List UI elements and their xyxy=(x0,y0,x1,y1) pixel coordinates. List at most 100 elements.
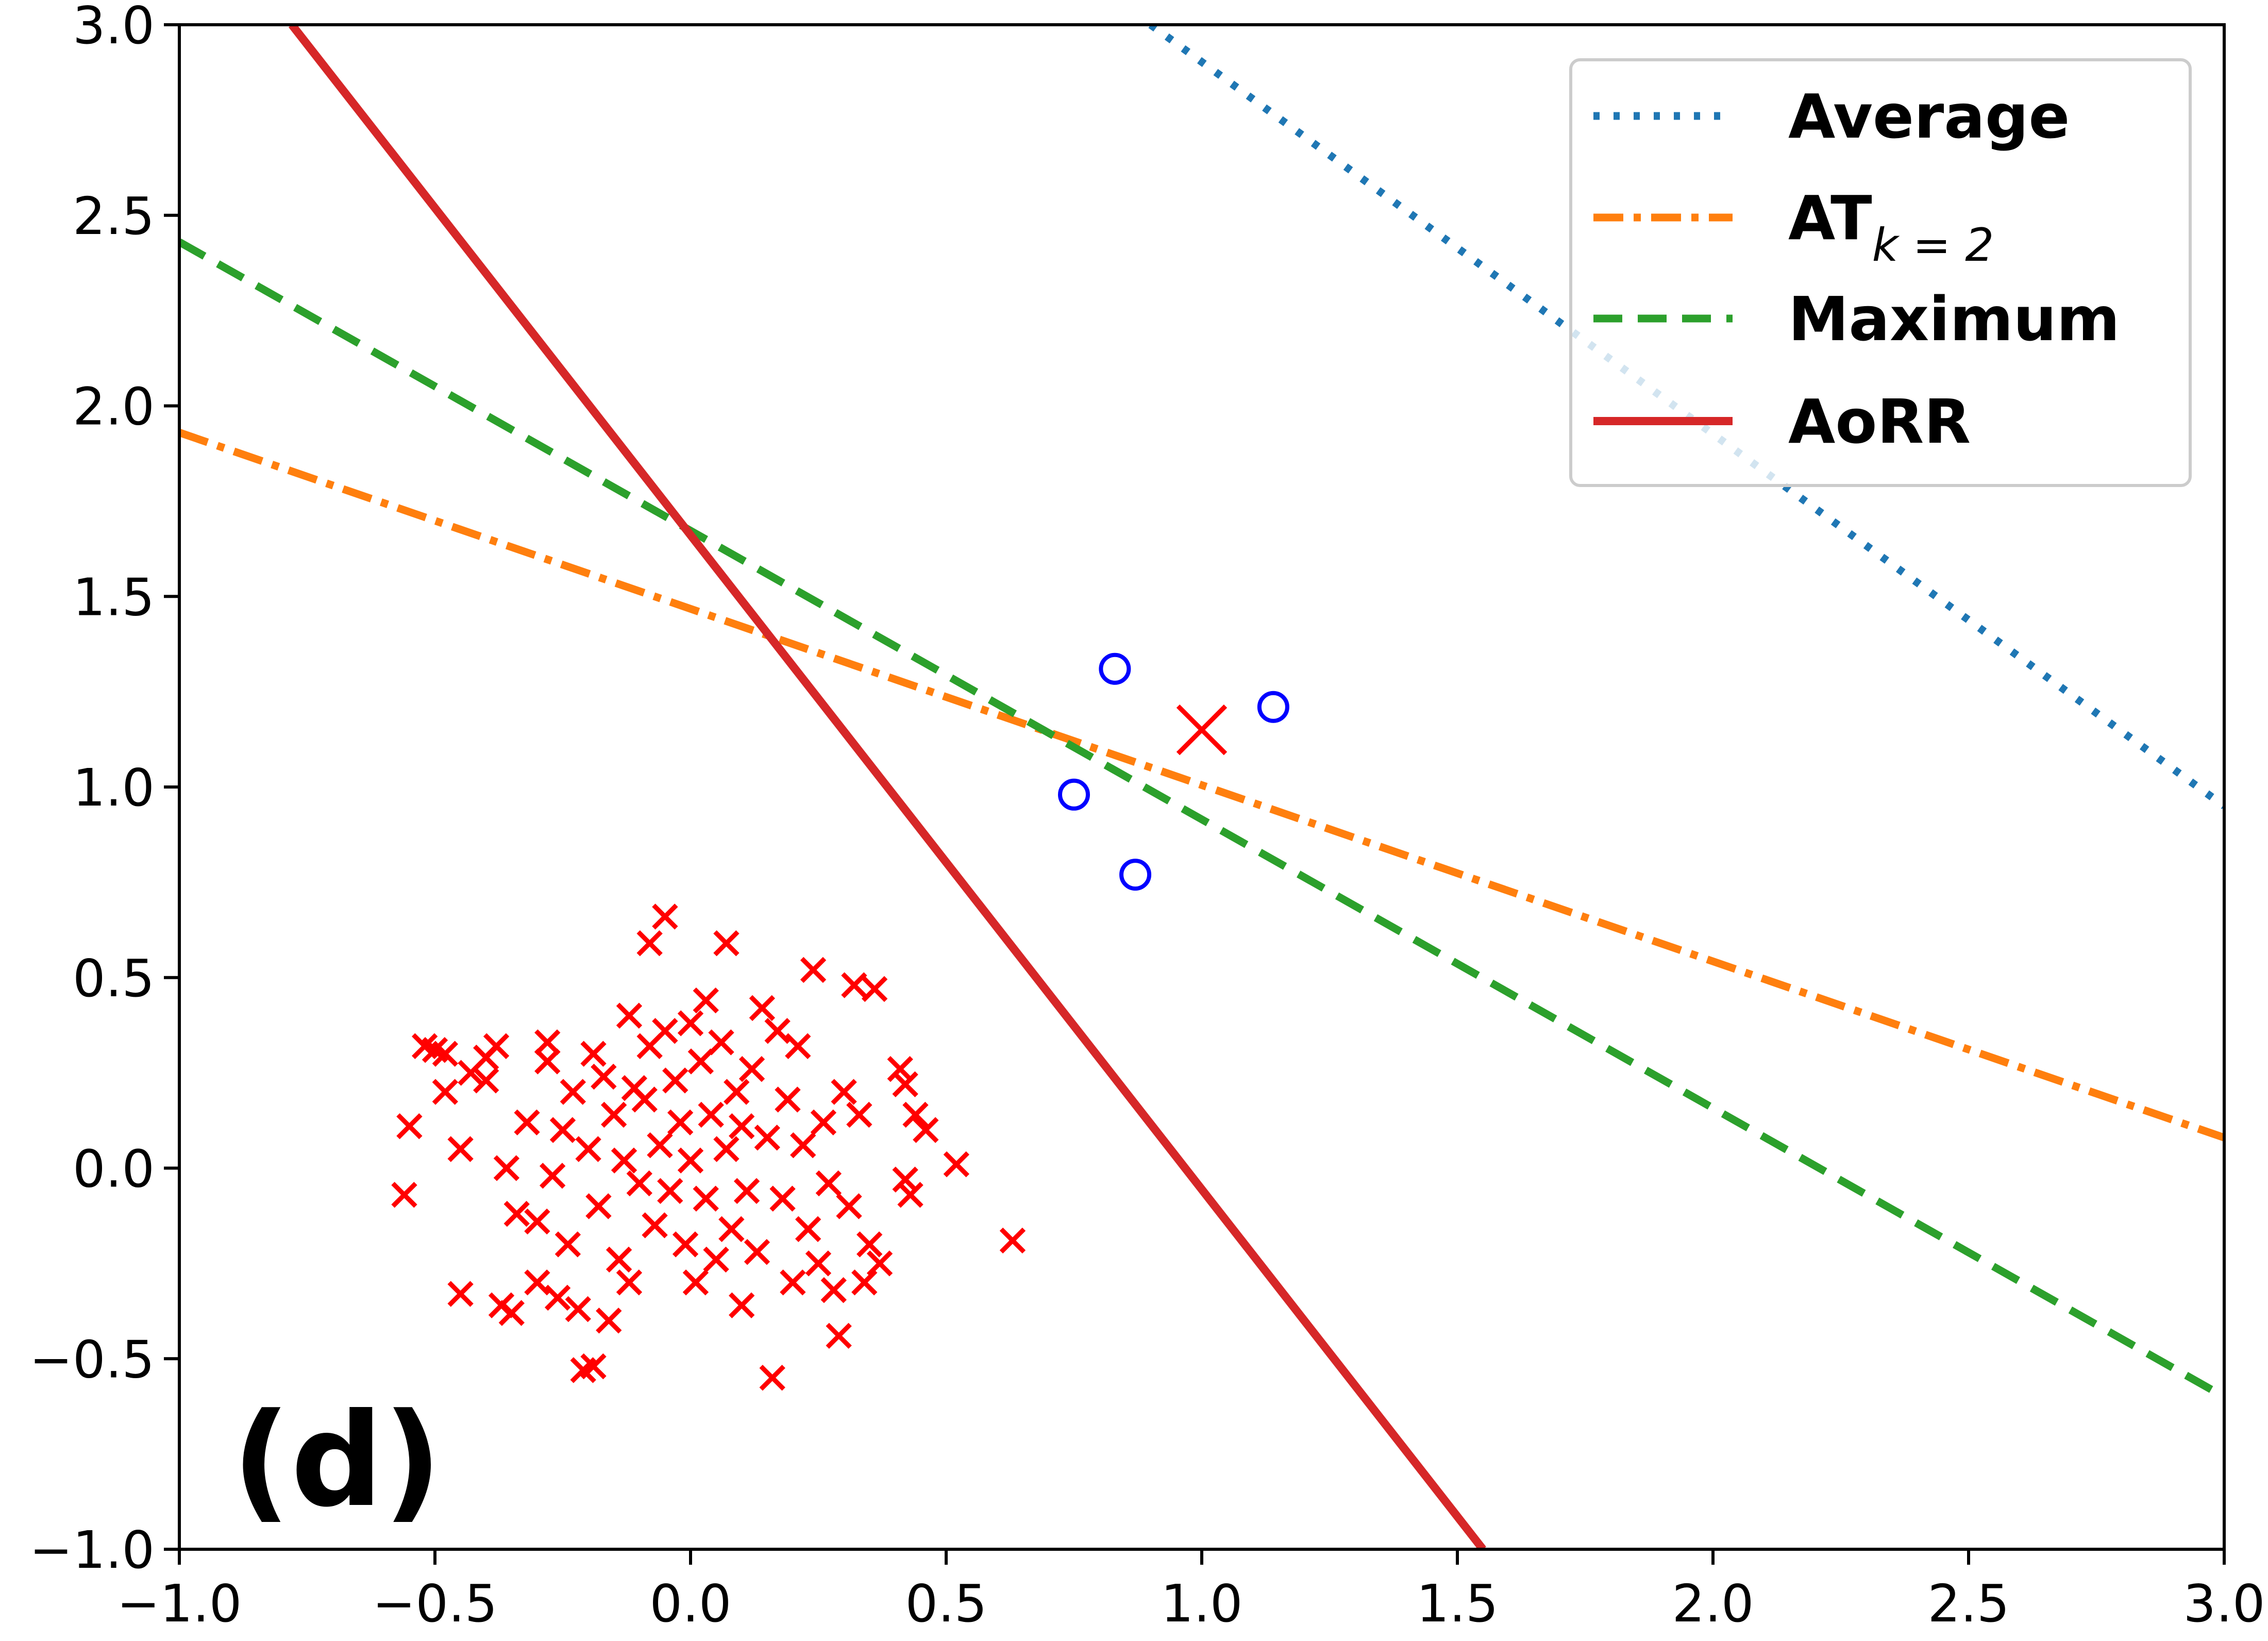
negative-point xyxy=(892,1071,918,1097)
legend-label-main: AT xyxy=(1788,182,1872,254)
x-mark-stroke xyxy=(432,1079,459,1105)
negative-point xyxy=(642,1212,668,1238)
x-mark-stroke xyxy=(652,1018,678,1044)
x-tick-label: 2.5 xyxy=(1927,1573,2009,1634)
x-mark-stroke xyxy=(432,1041,459,1067)
negative-point xyxy=(826,1322,852,1349)
negative-point xyxy=(800,957,827,983)
x-mark-stroke xyxy=(790,1132,816,1159)
negative-point xyxy=(913,1117,939,1143)
series-layer xyxy=(179,25,2224,1549)
y-tick-label: 2.5 xyxy=(73,186,155,246)
negative-point xyxy=(514,1109,540,1135)
x-mark-stroke xyxy=(652,903,678,930)
negative-point xyxy=(611,1147,637,1174)
negative-point xyxy=(596,1308,622,1334)
x-mark-stroke xyxy=(749,995,776,1022)
series-line-maximum xyxy=(179,238,2224,1400)
x-mark-stroke xyxy=(820,1277,847,1303)
negative-point xyxy=(662,1067,688,1094)
x-mark-stroke xyxy=(733,1178,760,1204)
negative-point xyxy=(626,1170,652,1197)
negative-point xyxy=(534,1048,561,1075)
x-mark-stroke xyxy=(764,1018,791,1044)
x-mark-stroke xyxy=(887,1056,913,1082)
x-mark-stroke xyxy=(861,976,888,1002)
negative-point xyxy=(744,1239,770,1265)
negative-point xyxy=(892,1166,918,1193)
x-mark-stroke xyxy=(759,1365,785,1391)
negative-point xyxy=(708,1029,734,1056)
negative-point xyxy=(677,1010,704,1036)
negative-point xyxy=(831,1079,857,1105)
x-mark-stroke xyxy=(544,1284,571,1311)
negative-point xyxy=(652,903,678,930)
legend-label-main: Maximum xyxy=(1788,283,2120,355)
x-mark-stroke xyxy=(580,1353,607,1380)
x-mark-stroke xyxy=(534,1048,561,1075)
x-mark-stroke xyxy=(851,1269,878,1296)
x-mark-stroke xyxy=(708,1029,734,1056)
negative-point xyxy=(810,1109,837,1135)
negative-point xyxy=(785,1033,811,1060)
negative-point xyxy=(759,1365,785,1391)
x-mark-stroke xyxy=(846,1101,872,1128)
negative-point xyxy=(887,1056,913,1082)
x-mark-stroke xyxy=(524,1208,550,1235)
legend-label: Maximum xyxy=(1788,283,2120,355)
x-mark-stroke xyxy=(775,1086,801,1113)
negative-point xyxy=(636,930,663,957)
y-tick-label: 0.5 xyxy=(73,948,155,1009)
negative-point xyxy=(693,987,719,1014)
x-mark-stroke xyxy=(616,1269,643,1296)
legend-label-sub: k = 2 xyxy=(1872,219,1994,272)
x-mark-stroke xyxy=(585,1193,612,1219)
x-mark-stroke xyxy=(856,1231,883,1258)
x-mark-stroke xyxy=(677,1010,704,1036)
negative-point xyxy=(580,1353,607,1380)
x-mark-stroke xyxy=(514,1109,540,1135)
positive-point xyxy=(1099,652,1131,685)
x-mark-stroke xyxy=(729,1113,755,1140)
x-mark-stroke xyxy=(626,1170,652,1197)
x-mark-stroke xyxy=(836,1193,862,1219)
legend: Average ATk = 2 Maximum AoRR xyxy=(1569,58,2192,487)
negative-point xyxy=(447,1136,474,1162)
legend-label-main: Average xyxy=(1788,81,2070,152)
negative-point xyxy=(606,1246,632,1273)
negative-point xyxy=(575,1136,601,1162)
outlier-point xyxy=(1176,704,1228,756)
x-mark-stroke xyxy=(913,1117,939,1143)
negative-point xyxy=(616,1269,643,1296)
negative-point xyxy=(544,1284,571,1311)
x-mark-stroke xyxy=(677,1147,704,1174)
legend-label: AoRR xyxy=(1788,386,1971,457)
negative-point xyxy=(836,1193,862,1219)
negative-point xyxy=(591,1063,617,1090)
x-tick-label: 0.0 xyxy=(649,1573,731,1634)
x-mark-stroke xyxy=(815,1170,842,1197)
negative-point xyxy=(866,1250,893,1277)
negative-point xyxy=(677,1147,704,1174)
x-mark-stroke xyxy=(503,1201,530,1227)
x-mark-stroke xyxy=(422,1037,448,1063)
x-mark-stroke xyxy=(493,1155,520,1181)
negative-point xyxy=(902,1101,929,1128)
negative-point xyxy=(729,1113,755,1140)
x-mark-stroke xyxy=(897,1182,923,1208)
x-mark-stroke xyxy=(831,1079,857,1105)
x-mark-stroke xyxy=(591,1063,617,1090)
negative-point xyxy=(672,1231,699,1258)
legend-label: ATk = 2 xyxy=(1788,182,1994,272)
x-mark-stroke xyxy=(447,1136,474,1162)
negative-point xyxy=(713,930,740,957)
negative-point xyxy=(549,1117,576,1143)
y-tick-label: 2.0 xyxy=(73,377,155,437)
x-mark-stroke xyxy=(539,1163,566,1189)
x-mark-stroke xyxy=(555,1231,581,1258)
series-line-aorr xyxy=(288,25,1486,1549)
negative-point xyxy=(498,1300,525,1326)
negative-point xyxy=(713,1136,740,1162)
x-mark-stroke xyxy=(795,1216,821,1243)
